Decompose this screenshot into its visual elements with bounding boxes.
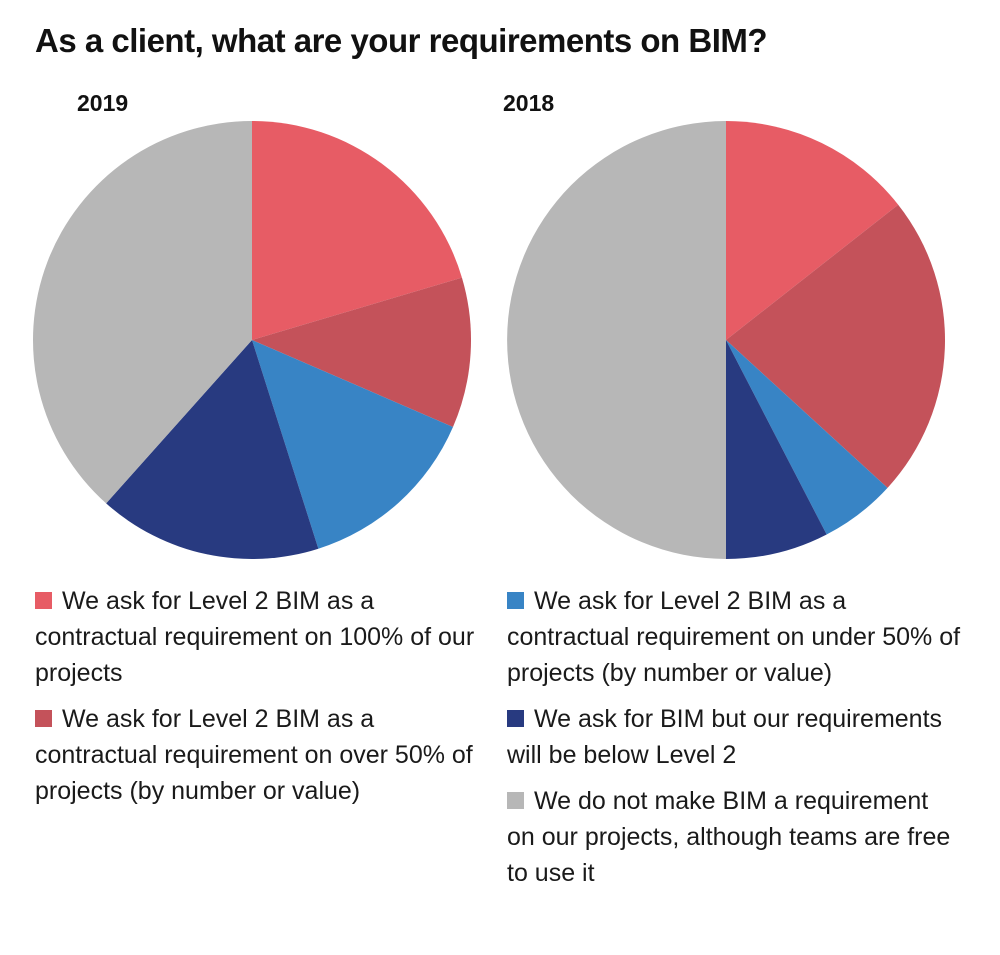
legend-text-3: We ask for BIM but our requirements will… bbox=[507, 705, 943, 769]
pie-2018-slice-0 bbox=[726, 120, 899, 340]
legend-item-2: We ask for Level 2 BIM as a contractual … bbox=[507, 583, 962, 691]
pie-2019-slice-3 bbox=[106, 340, 319, 559]
legend-swatch-0 bbox=[35, 592, 52, 609]
legend-text-2: We ask for Level 2 BIM as a contractual … bbox=[507, 587, 961, 687]
legend-swatch-1 bbox=[35, 710, 52, 727]
legend-text-0: We ask for Level 2 BIM as a contractual … bbox=[35, 587, 475, 687]
legend-swatch-3 bbox=[507, 710, 524, 727]
legend-column-right: We ask for Level 2 BIM as a contractual … bbox=[507, 583, 962, 901]
legend-column-left: We ask for Level 2 BIM as a contractual … bbox=[35, 583, 485, 819]
legend-text-4: We do not make BIM a requirement on our … bbox=[507, 787, 951, 887]
pie-2018-slice-4 bbox=[507, 121, 726, 559]
legend-item-3: We ask for BIM but our requirements will… bbox=[507, 701, 962, 773]
pie-2019-slice-4 bbox=[32, 121, 252, 504]
legend-item-0: We ask for Level 2 BIM as a contractual … bbox=[35, 583, 485, 691]
pie-2018-slice-1 bbox=[726, 204, 946, 488]
pie-2018-slice-3 bbox=[726, 340, 827, 559]
pie-2019 bbox=[32, 121, 472, 559]
legend-text-1: We ask for Level 2 BIM as a contractual … bbox=[35, 705, 473, 805]
pie-2018 bbox=[507, 120, 946, 559]
pie-2019-label: 2019 bbox=[77, 90, 129, 116]
pie-2019-slice-2 bbox=[252, 340, 453, 549]
legend-item-4: We do not make BIM a requirement on our … bbox=[507, 783, 962, 891]
pie-2018-label: 2018 bbox=[503, 90, 555, 116]
pie-2019-slice-0 bbox=[252, 121, 462, 340]
chart-title: As a client, what are your requirements … bbox=[35, 22, 768, 59]
legend-swatch-2 bbox=[507, 592, 524, 609]
legend-item-1: We ask for Level 2 BIM as a contractual … bbox=[35, 701, 485, 809]
legend-swatch-4 bbox=[507, 792, 524, 809]
pie-2018-slice-2 bbox=[726, 340, 888, 535]
pie-2019-slice-1 bbox=[252, 277, 472, 427]
